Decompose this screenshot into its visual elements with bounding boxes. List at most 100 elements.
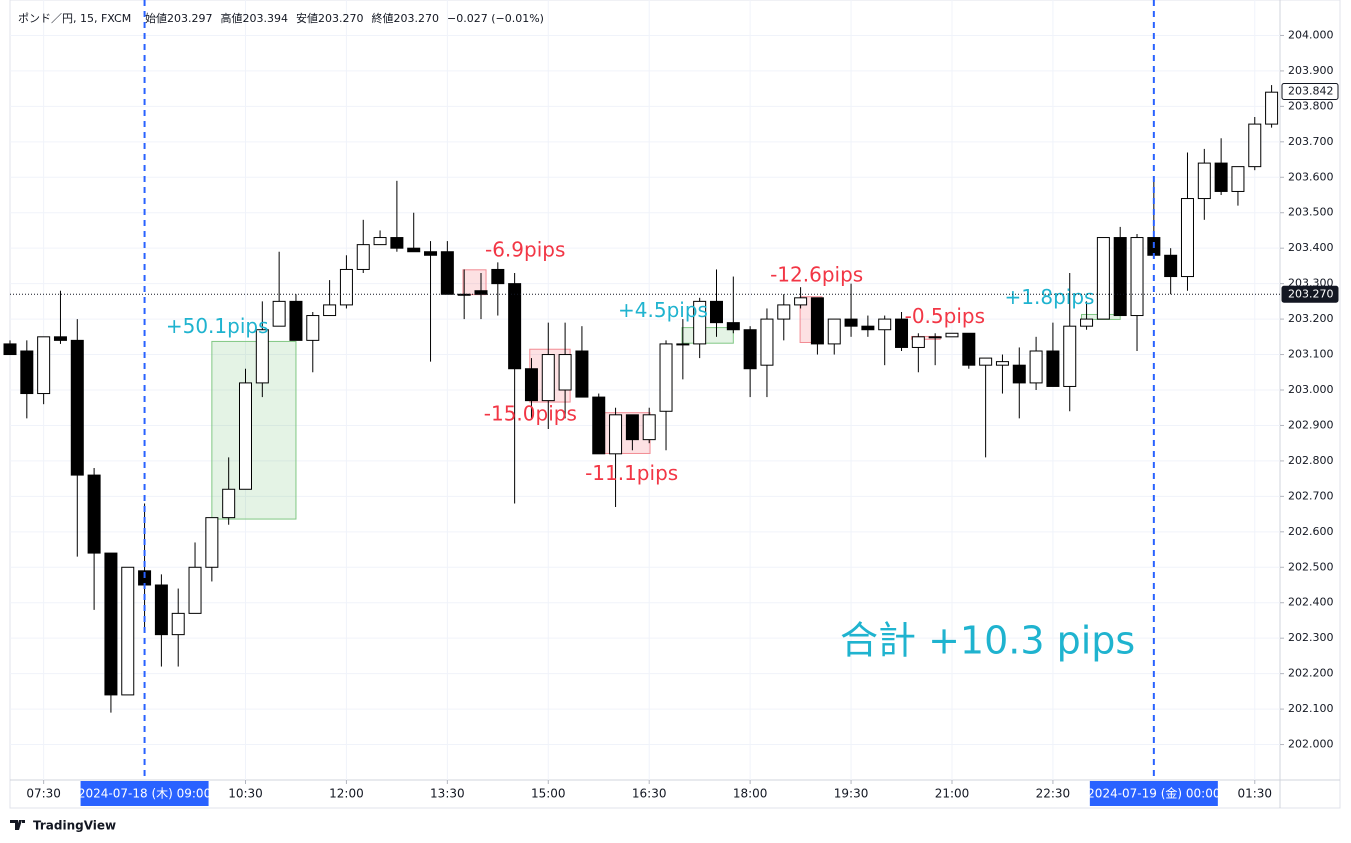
- x-tick-label: 13:30: [430, 787, 465, 801]
- frame: [9, 0, 1341, 809]
- price-tag-label: 203.842: [1288, 84, 1334, 97]
- candle-body: [895, 318, 909, 348]
- candle-body: [844, 318, 858, 327]
- candle-body: [440, 251, 454, 295]
- candle-body: [171, 612, 185, 636]
- candle-body: [188, 566, 202, 614]
- candle-body: [810, 297, 824, 345]
- y-tick-label: 203.000: [1288, 383, 1334, 396]
- total-label: 合計 +10.3 pips: [840, 619, 1135, 663]
- candle-body: [1248, 123, 1262, 168]
- candle-body: [1046, 350, 1060, 387]
- candle-body: [1180, 198, 1194, 278]
- candle-body: [373, 237, 387, 246]
- candle-body: [693, 300, 707, 345]
- candle-body: [390, 237, 404, 249]
- candle-body: [642, 414, 656, 441]
- candle-body: [238, 382, 252, 490]
- candle-body: [424, 251, 438, 256]
- candle-body: [995, 361, 1009, 366]
- candle-body: [491, 268, 505, 285]
- candle-body: [356, 244, 370, 270]
- pips-label: +1.8pips: [1005, 285, 1095, 309]
- candle-body: [1130, 237, 1144, 317]
- candle-body: [541, 354, 555, 402]
- candle-body: [20, 350, 34, 395]
- y-tick-label: 202.800: [1288, 454, 1334, 467]
- candle-body: [1080, 318, 1094, 327]
- y-tick-label: 202.000: [1288, 738, 1334, 751]
- x-tick-label: 10:30: [228, 787, 263, 801]
- y-tick-label: 202.100: [1288, 702, 1334, 715]
- candle-body: [777, 304, 791, 320]
- candle-body: [272, 300, 286, 327]
- price-tag: [1281, 82, 1339, 100]
- candle-body: [474, 290, 488, 295]
- y-tick-label: 203.500: [1288, 206, 1334, 219]
- x-tick-label: 01:30: [1237, 787, 1272, 801]
- y-tick-label: 202.500: [1288, 560, 1334, 573]
- y-tick-label: 202.300: [1288, 631, 1334, 644]
- x-tick-label: 12:00: [329, 787, 364, 801]
- candle-body: [3, 343, 17, 356]
- candle-body: [709, 300, 723, 324]
- ohlc-readout: 安値203.270: [296, 11, 364, 25]
- x-tick-label: 16:30: [632, 787, 667, 801]
- candle-body: [726, 322, 740, 331]
- candle-body: [508, 283, 522, 370]
- pips-label: -6.9pips: [485, 237, 565, 261]
- price-tag-label: 203.270: [1288, 287, 1334, 300]
- x-tick-label: 19:30: [834, 787, 869, 801]
- x-tick-label: 18:00: [733, 787, 768, 801]
- candle-body: [878, 318, 892, 331]
- candle-body: [1029, 350, 1043, 384]
- candle-body: [558, 354, 572, 391]
- candle-body: [1231, 166, 1245, 192]
- candle-body: [87, 474, 101, 554]
- candle-body: [306, 315, 320, 341]
- candle-body: [1096, 237, 1110, 320]
- candle-body: [70, 339, 84, 476]
- y-tick-label: 203.200: [1288, 312, 1334, 325]
- candle-body: [37, 336, 51, 395]
- candle-body: [979, 357, 993, 366]
- y-tick-label: 203.700: [1288, 135, 1334, 148]
- y-tick-label: 203.400: [1288, 241, 1334, 254]
- y-tick-label: 203.100: [1288, 348, 1334, 361]
- y-tick-label: 203.800: [1288, 99, 1334, 112]
- pips-label: -15.0pips: [484, 402, 577, 426]
- x-tick-label: 22:30: [1036, 787, 1071, 801]
- candle-body: [524, 368, 538, 402]
- y-tick-label: 202.200: [1288, 667, 1334, 680]
- marker-label-bg: [1089, 781, 1218, 806]
- logo-icon: [10, 820, 25, 830]
- ohlc-readout: −0.027 (−0.01%): [447, 12, 544, 25]
- y-tick-label: 203.600: [1288, 170, 1334, 183]
- position-box: [681, 327, 734, 344]
- x-tick-label: 21:00: [935, 787, 970, 801]
- pips-label: +50.1pips: [166, 314, 269, 338]
- x-tick-label: 07:30: [26, 787, 61, 801]
- candle-body: [222, 488, 236, 519]
- y-tick-label: 202.900: [1288, 418, 1334, 431]
- candle-body: [121, 566, 135, 696]
- candle-body: [945, 332, 959, 338]
- ohlc-readout: 高値203.394: [221, 11, 289, 25]
- candle-body: [625, 414, 639, 441]
- pips-label: -0.5pips: [905, 304, 985, 328]
- candle-body: [743, 329, 757, 370]
- y-tick-label: 202.700: [1288, 489, 1334, 502]
- position-box: [597, 412, 651, 454]
- brand-logo: TradingView: [10, 819, 116, 833]
- candle-body: [911, 336, 925, 348]
- candle-body: [255, 329, 269, 384]
- candle-body: [659, 343, 673, 412]
- candle-body: [1214, 162, 1228, 192]
- y-tick-label: 204.000: [1288, 28, 1334, 41]
- marker-label: 2024-07-19 (金) 00:00: [1087, 786, 1220, 801]
- candle-body: [289, 300, 303, 341]
- price-tag: [1281, 285, 1339, 303]
- candle-body: [457, 293, 471, 296]
- pips-label: +4.5pips: [618, 298, 708, 322]
